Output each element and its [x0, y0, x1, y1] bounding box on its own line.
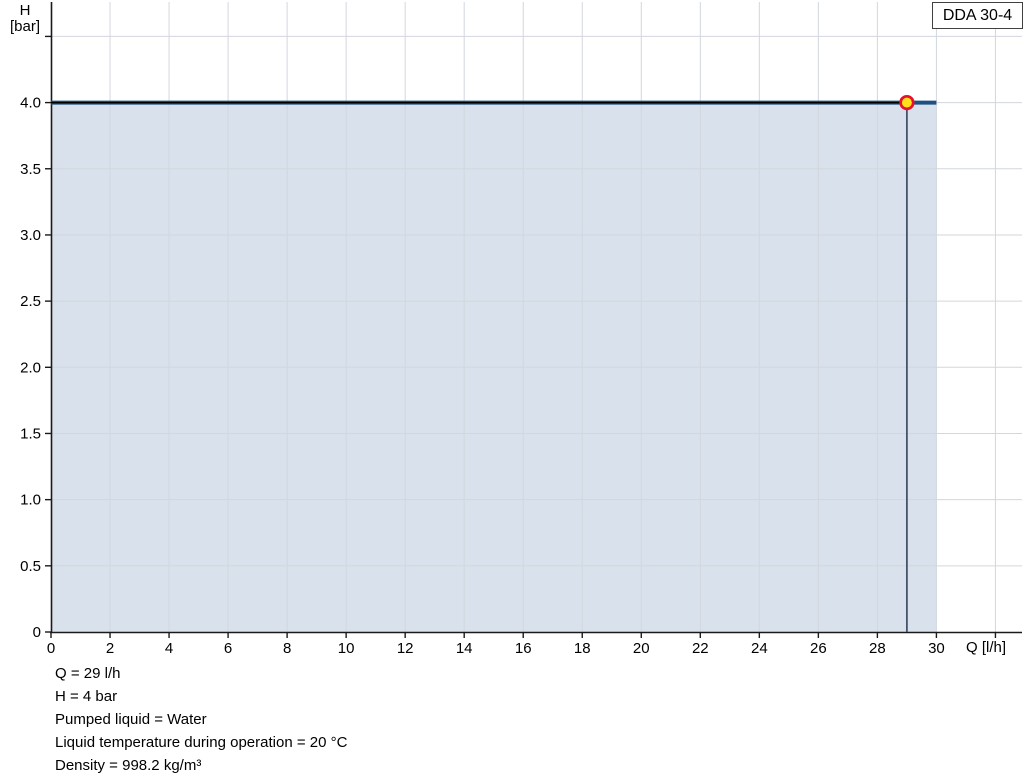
x-tick-label: 26	[810, 640, 827, 657]
y-tick-label: 4.0	[20, 95, 41, 112]
x-tick-label: 28	[869, 640, 886, 657]
y-tick-label: 3.5	[20, 161, 41, 178]
info-line-head: H = 4 bar	[55, 688, 118, 705]
x-axis-title: Q [l/h]	[966, 639, 1007, 656]
x-tick-label: 0	[47, 640, 55, 657]
x-tick-label: 10	[338, 640, 355, 657]
info-line-flow: Q = 29 l/h	[55, 665, 121, 682]
y-axis-symbol: H	[19, 2, 31, 19]
y-tick-label: 3.0	[20, 227, 41, 244]
y-tick-label: 0.5	[20, 558, 41, 575]
y-tick-label: 1.5	[20, 425, 41, 442]
x-tick-label: 14	[456, 640, 473, 657]
y-tick-label: 2.0	[20, 359, 41, 376]
x-tick-label: 12	[397, 640, 414, 657]
x-tick-label: 4	[165, 640, 173, 657]
x-tick-label: 30	[928, 640, 945, 657]
y-tick-label: 1.0	[20, 492, 41, 509]
x-tick-label: 20	[633, 640, 650, 657]
x-tick-label: 8	[283, 640, 291, 657]
x-tick-label: 22	[692, 640, 709, 657]
info-line-liquid: Pumped liquid = Water	[55, 711, 207, 728]
operating-conditions: Q = 29 l/h H = 4 bar Pumped liquid = Wat…	[55, 662, 347, 777]
operating-point-marker[interactable]	[899, 94, 915, 111]
info-line-density: Density = 998.2 kg/m³	[55, 757, 202, 774]
pump-model-badge: DDA 30-4	[932, 2, 1023, 29]
y-tick-label: 2.5	[20, 293, 41, 310]
y-axis-unit: [bar]	[9, 18, 40, 35]
x-tick-label: 2	[106, 640, 114, 657]
info-line-temperature: Liquid temperature during operation = 20…	[55, 734, 348, 751]
x-tick-label: 16	[515, 640, 532, 657]
x-tick-label: 18	[574, 640, 591, 657]
x-tick-label: 24	[751, 640, 768, 657]
x-tick-label: 6	[224, 640, 232, 657]
y-tick-label: 0	[33, 624, 41, 641]
y-axis-title: H [bar]	[0, 3, 50, 35]
